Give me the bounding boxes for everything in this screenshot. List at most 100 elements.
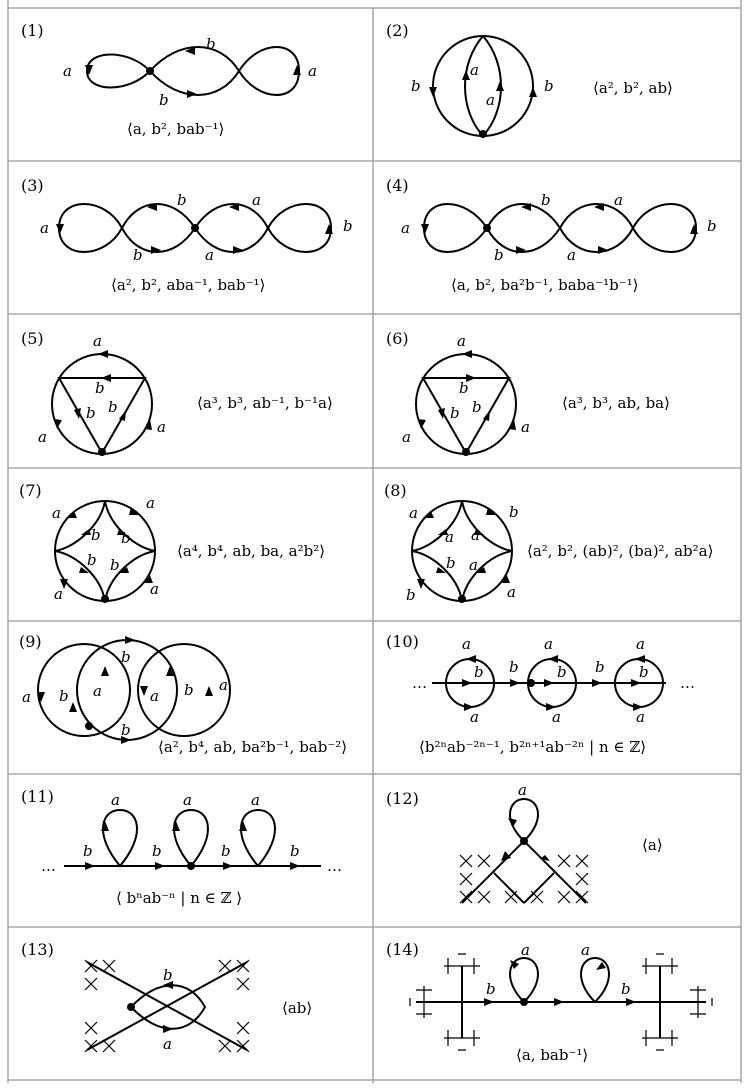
edge-label: a [470, 708, 479, 726]
edge-label: a [521, 941, 530, 959]
ellipsis-right: … [680, 674, 695, 692]
edge-label: a [471, 526, 480, 544]
cell-number: (8) [384, 481, 407, 500]
presentation: ⟨a³, b³, ab⁻¹, b⁻¹a⟩ [197, 394, 333, 412]
cell-number: (3) [21, 176, 44, 195]
edge-label: b [474, 663, 484, 681]
edge-label: a [150, 580, 159, 598]
edge-label: a [63, 62, 72, 80]
edge-label: b [509, 503, 519, 521]
edge-label: a [636, 708, 645, 726]
presentation: ⟨ab⟩ [282, 999, 313, 1017]
cell-5: (5) a b b b a a ⟨a³, b³, ab⁻¹, b⁻¹a⟩ [9, 315, 372, 467]
edge-label: a [521, 418, 530, 436]
edge-label: a [552, 708, 561, 726]
edge-label: b [206, 35, 216, 53]
graph-11: a a a b b b b … … [41, 791, 342, 875]
cell-9: (9) b a b a a b a [9, 622, 372, 773]
presentation: ⟨a⟩ [642, 836, 663, 854]
edge-label: a [636, 635, 645, 653]
edge-label: b [121, 529, 131, 547]
edge-label: a [38, 428, 47, 446]
edge-label: a [22, 688, 31, 706]
edge-label: b [221, 842, 231, 860]
graph-14: a a b b [409, 941, 713, 1051]
cell-number: (14) [386, 940, 419, 959]
edge-label: b [343, 217, 353, 235]
edge-label: b [87, 551, 97, 569]
edge-label: b [290, 842, 300, 860]
edge-label: a [486, 91, 495, 109]
edge-label: b [95, 379, 105, 397]
edge-label: a [163, 1035, 172, 1053]
edge-label: a [567, 246, 576, 264]
cell-number: (12) [386, 789, 419, 808]
edge-label: b [184, 681, 194, 699]
edge-label: b [177, 191, 187, 209]
cell-8: (8) a b a a b a b a [374, 469, 740, 620]
presentation: ⟨b²ⁿab⁻²ⁿ⁻¹, b²ⁿ⁺¹ab⁻²ⁿ | n ∈ ℤ⟩ [419, 738, 647, 756]
edge-label: b [621, 980, 631, 998]
edge-label: a [93, 682, 102, 700]
edge-label: a [614, 191, 623, 209]
graph-12: a [459, 781, 589, 904]
cell-7: (7) a a b b b b a a [9, 469, 372, 620]
edge-label: b [639, 663, 649, 681]
cell-number: (10) [386, 632, 419, 651]
edge-label: a [40, 219, 49, 237]
edge-label: a [518, 781, 527, 799]
edge-label: a [150, 687, 159, 705]
edge-label: a [146, 494, 155, 512]
cell-number: (5) [21, 329, 44, 348]
cell-2: (2) b a a b ⟨a², b², ab⟩ [374, 9, 740, 160]
fractal-branches [84, 959, 250, 1053]
cell-number: (4) [386, 176, 409, 195]
presentation: ⟨a, b², ba²b⁻¹, baba⁻¹b⁻¹⟩ [451, 276, 639, 294]
presentation: ⟨a, bab⁻¹⟩ [516, 1046, 589, 1064]
cell-6: (6) a b b b a a ⟨a³, b³, ab, ba⟩ [374, 315, 740, 467]
edge-label: b [595, 658, 605, 676]
graph-9: b a b a a b a b [22, 636, 231, 744]
presentation: ⟨a², b², aba⁻¹, bab⁻¹⟩ [111, 276, 266, 294]
edge-label: a [402, 428, 411, 446]
edge-label: a [462, 635, 471, 653]
cell-number: (13) [21, 940, 54, 959]
edge-label: b [91, 526, 101, 544]
cell-10: (10) a b [374, 622, 740, 773]
edge-label: a [183, 791, 192, 809]
edge-label: b [459, 379, 469, 397]
cell-number: (7) [19, 481, 42, 500]
presentation: ⟨a⁴, b⁴, ab, ba, a²b²⟩ [177, 542, 326, 560]
edge-label: a [251, 791, 260, 809]
cell-11: (11) a a a b b b b [9, 775, 372, 926]
cell-14: (14) [374, 928, 740, 1079]
graph-6: a b b b a a [402, 332, 530, 456]
ellipsis-left: … [41, 857, 56, 875]
graph-2: b a a b [411, 35, 554, 138]
cell-number: (11) [21, 787, 54, 806]
edge-label: b [544, 77, 554, 95]
presentation: ⟨a, b², bab⁻¹⟩ [127, 120, 225, 138]
edge-label: a [445, 528, 454, 546]
edge-label: a [205, 246, 214, 264]
edge-label: b [450, 404, 460, 422]
edge-label: a [544, 635, 553, 653]
edge-label: b [163, 966, 173, 984]
edge-label: a [157, 418, 166, 436]
edge-label: b [152, 842, 162, 860]
edge-label: b [509, 658, 519, 676]
cell-3: (3) a b b a a b ⟨a², b², aba⁻¹, bab⁻¹⟩ [9, 162, 372, 313]
edge-label: a [219, 676, 228, 694]
edge-label: a [581, 941, 590, 959]
edge-label: b [411, 77, 421, 95]
edge-label: b [406, 586, 416, 604]
edge-label: b [121, 721, 131, 739]
edge-label: b [86, 404, 96, 422]
cell-number: (2) [386, 21, 409, 40]
cell-13: (13) b a ⟨ab⟩ [9, 928, 372, 1079]
presentation: ⟨a², b⁴, ab, ba²b⁻¹, bab⁻²⟩ [158, 738, 348, 756]
edge-label: b [472, 398, 482, 416]
presentation: ⟨a², b², ab⟩ [593, 79, 673, 97]
presentation: ⟨ bⁿab⁻ⁿ | n ∈ ℤ ⟩ [116, 889, 243, 907]
